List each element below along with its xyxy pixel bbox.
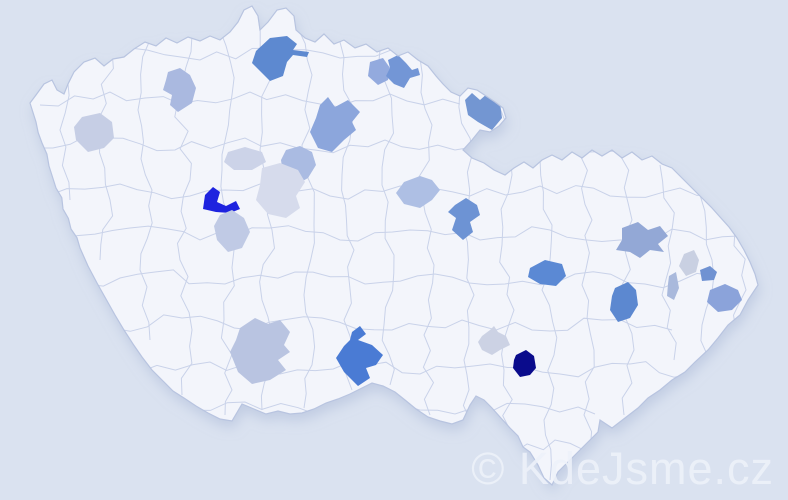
district-highlight-h12[interactable] [214, 210, 250, 252]
district-highlight-h04[interactable] [368, 58, 390, 85]
district-highlight-h01[interactable] [252, 36, 309, 81]
district-highlight-h11[interactable] [203, 187, 240, 213]
district-border-line [699, 194, 715, 371]
district-highlight-h15[interactable] [230, 318, 290, 384]
district-border-line [579, 154, 595, 451]
district-highlight-h23[interactable] [667, 272, 679, 300]
district-border-line [339, 41, 355, 391]
district-highlight-h17[interactable] [528, 260, 566, 286]
district-highlight-h14[interactable] [448, 198, 480, 240]
district-border-line [297, 11, 316, 409]
watermark-text: © KdeJsme.cz [471, 443, 774, 494]
district-highlight-h06[interactable] [465, 93, 502, 130]
district-highlight-h02[interactable] [163, 68, 196, 112]
district-border-line [139, 361, 691, 378]
district-highlight-h07[interactable] [310, 97, 360, 152]
district-border-line [418, 57, 435, 416]
district-border-line [97, 49, 114, 261]
district-highlight-h09[interactable] [224, 147, 266, 170]
country-land-area [30, 6, 758, 485]
district-highlight-h10[interactable] [256, 163, 305, 218]
district-border-line [659, 164, 677, 361]
district-border-line [377, 49, 395, 386]
district-border-line [84, 269, 716, 289]
district-highlight-h18[interactable] [610, 282, 638, 322]
district-borders-mesh [35, 11, 756, 481]
district-border-line [39, 91, 461, 108]
district-highlight-h13[interactable] [396, 176, 440, 208]
district-border-line [137, 39, 153, 341]
district-highlight-h25[interactable] [513, 350, 536, 377]
district-border-line [111, 314, 673, 332]
district-highlight-h19[interactable] [616, 222, 668, 258]
district-highlight-h22[interactable] [707, 284, 742, 312]
district-highlight-h05[interactable] [386, 55, 420, 88]
district-highlight-h21[interactable] [700, 266, 717, 281]
district-highlight-h24[interactable] [478, 326, 510, 355]
district-border-line [539, 157, 558, 481]
highlighted-districts-layer [74, 36, 742, 386]
country-outline [29, 5, 759, 486]
district-border-line [732, 229, 747, 331]
district-highlight-h20[interactable] [679, 250, 699, 276]
district-highlight-h03[interactable] [74, 113, 114, 152]
district-highlight-h16[interactable] [336, 326, 383, 386]
district-border-line [49, 183, 751, 200]
